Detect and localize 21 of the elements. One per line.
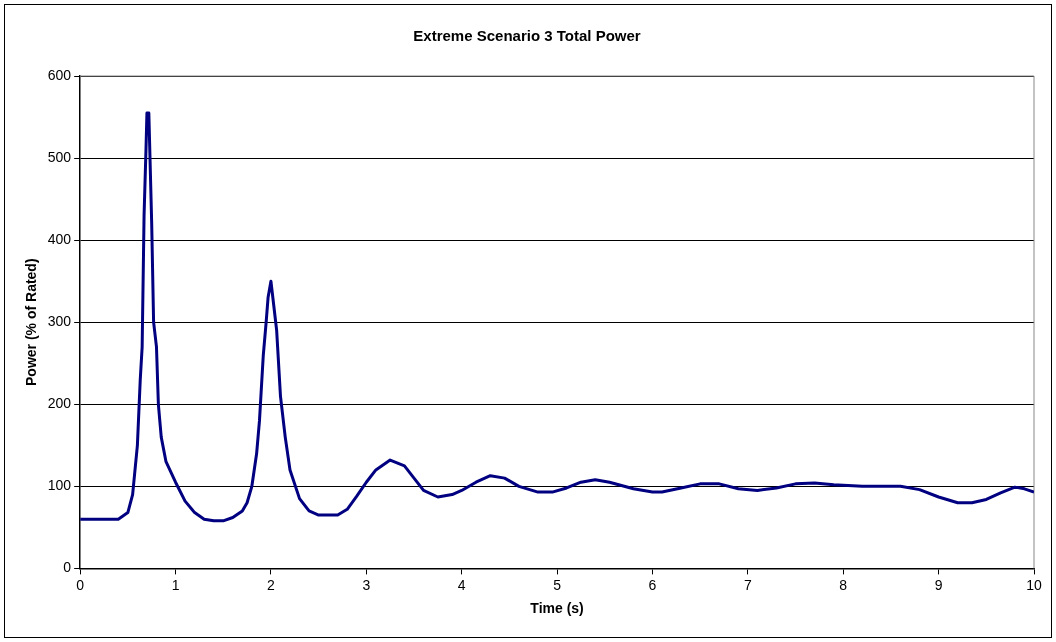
y-tick-label: 500 [47, 148, 72, 165]
y-tick-label: 100 [47, 477, 72, 494]
y-axis-title: Power (% of Rated) [23, 258, 40, 386]
y-tick-label: 200 [47, 395, 72, 412]
y-tick-label: 600 [47, 66, 72, 83]
x-tick-label: 4 [457, 576, 466, 593]
x-tick-label: 2 [267, 576, 276, 593]
x-tick-label: 3 [362, 576, 371, 593]
y-tick-label: 400 [47, 230, 72, 247]
x-tick-label: 5 [553, 576, 562, 593]
x-tick-label: 9 [934, 576, 943, 593]
y-tick-label: 0 [63, 559, 72, 576]
x-tick-label: 7 [743, 576, 752, 593]
x-axis-title: Time (s) [530, 600, 584, 617]
x-tick-label: 8 [839, 576, 848, 593]
x-tick-label: 10 [1026, 576, 1042, 593]
chart-title: Extreme Scenario 3 Total Power [413, 27, 641, 45]
x-tick-label: 6 [648, 576, 657, 593]
x-tick-label: 1 [171, 576, 180, 593]
x-tick-label: 0 [76, 576, 85, 593]
y-tick-label: 300 [47, 313, 72, 330]
